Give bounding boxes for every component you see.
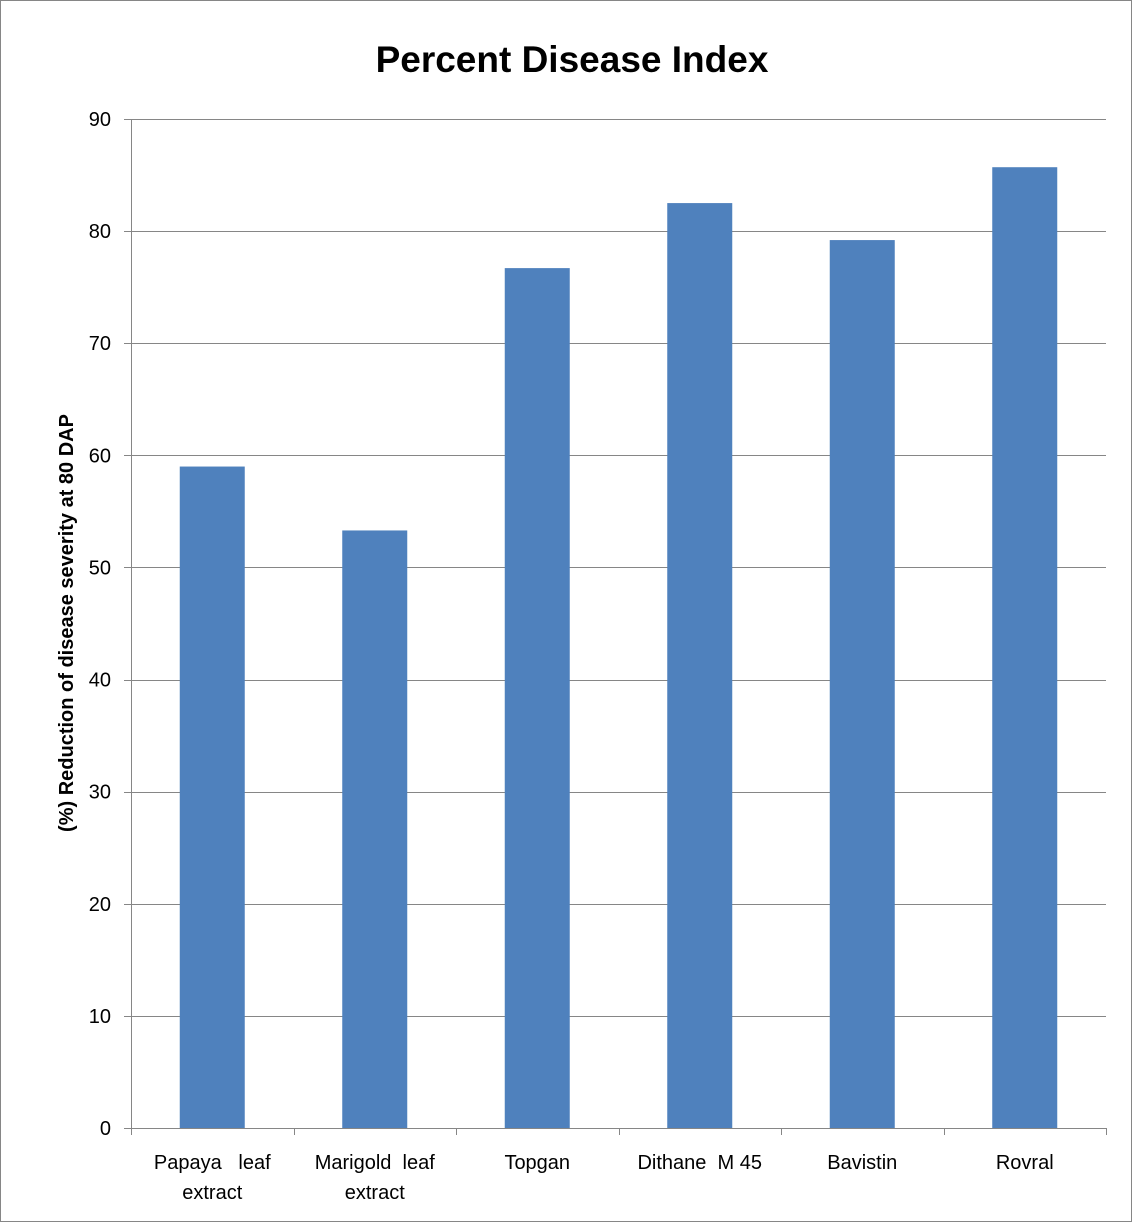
y-tick-label: 20 [89,894,111,916]
y-tick-label: 0 [100,1118,111,1140]
x-category-label: Bavistin [827,1152,897,1174]
bar [342,530,408,1128]
y-tick-label: 10 [89,1006,111,1028]
bars [179,167,1058,1129]
axes [124,119,1107,1135]
y-tick-label: 50 [89,557,111,579]
y-tick-label: 70 [89,333,111,355]
x-category-label: Rovral [996,1152,1054,1174]
bar [179,466,245,1128]
bar [992,167,1058,1129]
chart-title: Percent Disease Index [376,39,769,80]
bar [667,203,733,1129]
y-tick-label: 40 [89,670,111,692]
y-tick-label: 30 [89,782,111,804]
x-category-label: extract [182,1182,242,1204]
x-category-label: Topgan [504,1152,570,1174]
x-category-label: extract [345,1182,405,1204]
y-tick-label: 60 [89,445,111,467]
grid-lines [131,119,1106,1017]
y-axis-label: (%) Reduction of disease severity at 80 … [56,414,78,832]
x-category-label: Papaya leaf [154,1152,271,1174]
y-tick-labels: 0 10 20 30 40 50 60 70 80 90 [89,109,111,1140]
y-tick-label: 90 [89,109,111,131]
bar [829,240,895,1128]
bar [504,268,570,1128]
y-tick-label: 80 [89,221,111,243]
x-category-label: Marigold leaf [315,1152,436,1174]
x-category-labels: Papaya leaf extract Marigold leaf extract To… [154,1152,1054,1204]
x-category-label: Dithane M 45 [637,1152,762,1174]
